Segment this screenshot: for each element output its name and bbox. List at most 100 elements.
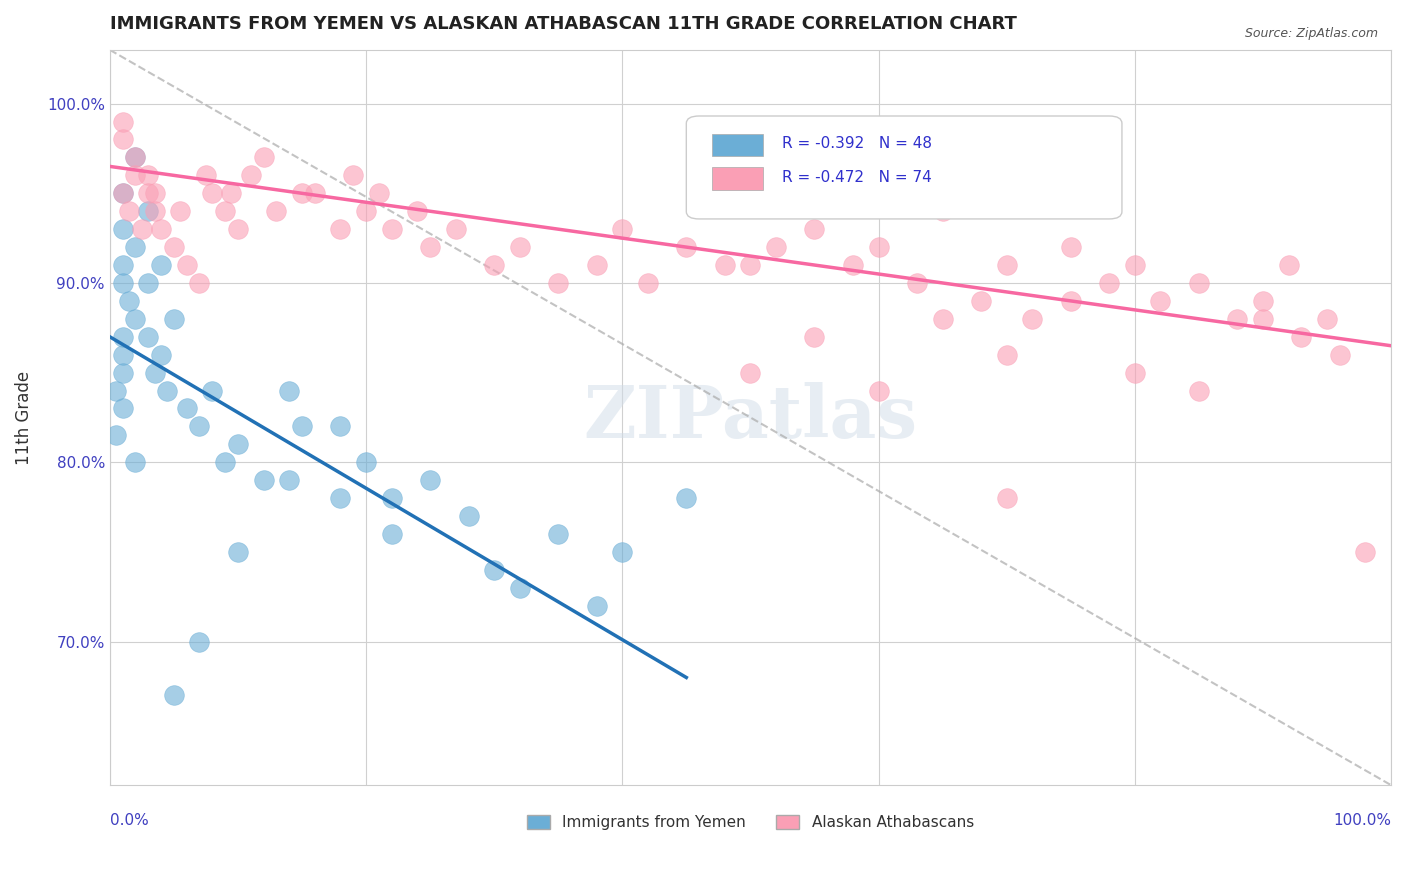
Point <box>547 527 569 541</box>
Text: ZIPatlas: ZIPatlas <box>583 382 918 453</box>
Point <box>675 491 697 505</box>
Point <box>1021 311 1043 326</box>
Point <box>111 258 134 272</box>
Point <box>278 473 301 487</box>
Point <box>1149 293 1171 308</box>
Point <box>675 240 697 254</box>
Point <box>214 204 236 219</box>
Point <box>1123 258 1146 272</box>
Point <box>329 491 352 505</box>
Point <box>188 276 211 290</box>
Point <box>995 491 1018 505</box>
Point <box>252 473 274 487</box>
Point <box>188 634 211 648</box>
Point <box>143 186 166 201</box>
Point <box>1123 366 1146 380</box>
Point <box>143 204 166 219</box>
Text: 100.0%: 100.0% <box>1333 813 1391 828</box>
Point <box>304 186 326 201</box>
Point <box>354 455 377 469</box>
Point <box>176 258 198 272</box>
Point <box>163 311 186 326</box>
Point <box>111 186 134 201</box>
FancyBboxPatch shape <box>711 135 763 156</box>
Point <box>1291 330 1313 344</box>
Point <box>905 276 928 290</box>
Point <box>131 222 153 236</box>
FancyBboxPatch shape <box>686 116 1122 219</box>
Point <box>970 293 993 308</box>
Point <box>150 258 173 272</box>
Point <box>995 258 1018 272</box>
Point <box>803 222 825 236</box>
Point <box>111 186 134 201</box>
Point <box>156 384 179 398</box>
Point <box>124 150 146 164</box>
Point <box>111 401 134 416</box>
Point <box>124 311 146 326</box>
Legend: Immigrants from Yemen, Alaskan Athabascans: Immigrants from Yemen, Alaskan Athabasca… <box>520 809 980 837</box>
Text: R = -0.472   N = 74: R = -0.472 N = 74 <box>782 169 932 185</box>
Point <box>1060 240 1083 254</box>
Point <box>136 186 159 201</box>
Point <box>482 258 505 272</box>
Text: Source: ZipAtlas.com: Source: ZipAtlas.com <box>1244 27 1378 40</box>
Point <box>1188 384 1211 398</box>
Point <box>406 204 429 219</box>
Point <box>136 330 159 344</box>
Point <box>239 169 262 183</box>
Point <box>765 240 787 254</box>
Point <box>585 599 607 613</box>
Point <box>509 240 531 254</box>
Point <box>291 186 314 201</box>
Point <box>1188 276 1211 290</box>
Point <box>329 419 352 434</box>
Point <box>163 240 186 254</box>
Point <box>612 222 634 236</box>
Point <box>931 204 953 219</box>
Point <box>713 258 735 272</box>
Point <box>482 563 505 577</box>
Point <box>105 428 128 442</box>
Point <box>1329 348 1351 362</box>
Point <box>995 348 1018 362</box>
Point <box>1316 311 1339 326</box>
Point <box>124 150 146 164</box>
Point <box>367 186 389 201</box>
Point <box>612 545 634 559</box>
Point <box>226 222 249 236</box>
Point <box>124 169 146 183</box>
Point <box>868 240 890 254</box>
Point <box>111 366 134 380</box>
Point <box>585 258 607 272</box>
Point <box>547 276 569 290</box>
Point <box>740 366 762 380</box>
Point <box>381 527 404 541</box>
Point <box>226 545 249 559</box>
Point <box>111 114 134 128</box>
Point <box>419 240 441 254</box>
Point <box>509 581 531 595</box>
Text: IMMIGRANTS FROM YEMEN VS ALASKAN ATHABASCAN 11TH GRADE CORRELATION CHART: IMMIGRANTS FROM YEMEN VS ALASKAN ATHABAS… <box>110 15 1017 33</box>
Point <box>163 689 186 703</box>
Point <box>740 258 762 272</box>
Point <box>278 384 301 398</box>
Point <box>201 186 224 201</box>
Point <box>136 204 159 219</box>
Point <box>214 455 236 469</box>
Point <box>381 222 404 236</box>
Point <box>354 204 377 219</box>
Point <box>118 204 141 219</box>
Point <box>842 258 865 272</box>
Point <box>169 204 191 219</box>
Point <box>1226 311 1249 326</box>
Point <box>444 222 467 236</box>
Point <box>342 169 364 183</box>
Point <box>176 401 198 416</box>
Point <box>124 455 146 469</box>
Point <box>266 204 288 219</box>
Point <box>111 348 134 362</box>
Point <box>143 366 166 380</box>
Point <box>1354 545 1376 559</box>
Point <box>252 150 274 164</box>
